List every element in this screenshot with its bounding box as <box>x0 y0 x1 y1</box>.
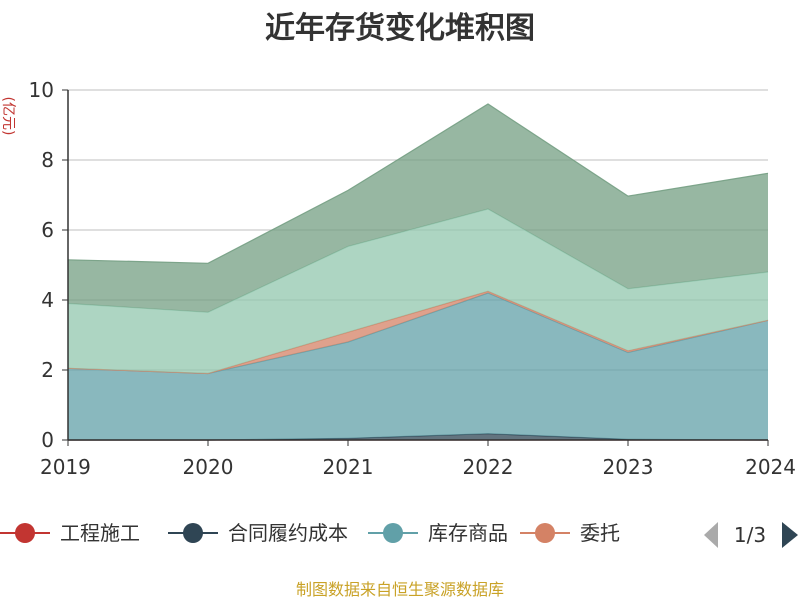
legend-label-1: 合同履约成本 <box>228 521 348 545</box>
chart-title: 近年存货变化堆积图 <box>265 11 535 46</box>
legend-item-1[interactable]: 合同履约成本 <box>168 521 348 545</box>
legend-next-icon[interactable] <box>782 522 798 548</box>
legend-label-0: 工程施工 <box>60 521 140 545</box>
legend-marker-2 <box>383 523 403 543</box>
x-tick-label-2020: 2020 <box>183 455 234 479</box>
legend-marker-1 <box>183 523 203 543</box>
area-4 <box>68 209 768 374</box>
x-tick-label-2021: 2021 <box>323 455 374 479</box>
y-tick-label-10: 10 <box>29 78 54 102</box>
y-tick-label-4: 4 <box>41 288 54 312</box>
x-tick-label-2024: 2024 <box>745 455 796 479</box>
legend-label-3: 委托 <box>580 521 620 545</box>
area-line-5 <box>67 103 769 264</box>
x-tick-label-2023: 2023 <box>603 455 654 479</box>
legend-label-2: 库存商品 <box>428 521 508 545</box>
legend-page-indicator: 1/3 <box>734 523 766 547</box>
x-tick-label-2019: 2019 <box>40 455 91 479</box>
y-tick-label-6: 6 <box>41 218 54 242</box>
y-tick-label-0: 0 <box>41 428 54 452</box>
legend-prev-icon[interactable] <box>704 522 718 548</box>
data-source-note: 制图数据来自恒生聚源数据库 <box>296 580 504 599</box>
x-tick-label-2022: 2022 <box>463 455 514 479</box>
axes: 0 2 4 6 8 10 2019 2020 2021 2022 2023 2024 <box>29 78 796 479</box>
area-2 <box>68 293 768 440</box>
y-tick-label-8: 8 <box>41 148 54 172</box>
legend-marker-3 <box>535 523 555 543</box>
area-5 <box>68 104 768 313</box>
legend[interactable]: 工程施工 合同履约成本 库存商品 委托 1/3 <box>0 510 800 560</box>
y-axis-unit: (亿元) <box>0 97 16 136</box>
legend-item-0[interactable]: 工程施工 <box>0 521 140 545</box>
y-tick-label-2: 2 <box>41 358 54 382</box>
legend-item-2[interactable]: 库存商品 <box>368 521 508 545</box>
legend-marker-0 <box>15 523 35 543</box>
legend-item-3[interactable]: 委托 <box>520 521 620 545</box>
area-series <box>67 103 769 441</box>
